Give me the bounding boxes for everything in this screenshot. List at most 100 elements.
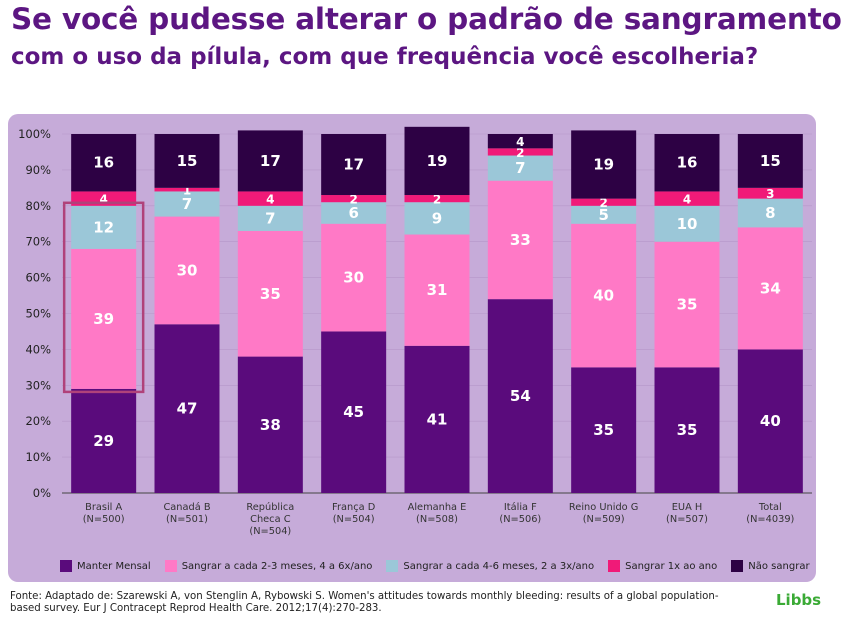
brand-logo: Libbs bbox=[776, 591, 822, 609]
bar-value-label: 2 bbox=[349, 193, 357, 207]
bar-segment bbox=[71, 205, 137, 249]
bar-segment bbox=[737, 187, 803, 199]
legend-item: Sangrar a cada 2-3 meses, 4 a 6x/ano bbox=[164, 560, 373, 572]
legend-swatch bbox=[60, 560, 72, 572]
legend-swatch bbox=[608, 560, 621, 572]
bar-value-label: 9 bbox=[432, 209, 442, 227]
x-category-n-label: (N=504) bbox=[333, 514, 375, 525]
bar-value-label: 4 bbox=[683, 193, 691, 207]
bar-value-label: 4 bbox=[99, 193, 107, 207]
bar-value-label: 47 bbox=[177, 400, 198, 418]
bar-segment bbox=[154, 216, 220, 325]
title-line2-highlight: frequência bbox=[396, 44, 536, 70]
bar-segment bbox=[237, 130, 303, 192]
bar-value-label: 30 bbox=[343, 269, 364, 287]
legend-label: Não sangrar bbox=[748, 560, 810, 572]
bar-segment bbox=[237, 356, 303, 493]
legend-swatch bbox=[164, 560, 177, 572]
bar-segment bbox=[154, 324, 220, 493]
x-category-n-label: (N=508) bbox=[416, 514, 458, 525]
bar-value-label: 35 bbox=[593, 421, 614, 439]
title-line2-pre: com o uso da pílula, com que bbox=[11, 44, 397, 70]
bar-value-label: 35 bbox=[677, 421, 698, 439]
bar-segment bbox=[487, 155, 553, 181]
x-category-n-label: (N=500) bbox=[83, 514, 125, 525]
legend-label: Manter Mensal bbox=[77, 560, 151, 572]
bar-value-label: 17 bbox=[343, 156, 364, 174]
bar-value-label: 2 bbox=[516, 146, 524, 160]
bar-value-label: 17 bbox=[260, 152, 281, 170]
bar-segment bbox=[487, 180, 553, 300]
x-category-label: Canadá B bbox=[163, 501, 210, 513]
bar-segment bbox=[737, 349, 803, 493]
y-tick-label: 20% bbox=[25, 414, 51, 428]
y-tick-label: 60% bbox=[25, 271, 51, 285]
y-tick-label: 10% bbox=[25, 450, 51, 464]
bar-segment bbox=[487, 134, 553, 149]
bar-segment bbox=[487, 299, 553, 493]
bar-segment bbox=[321, 202, 387, 224]
y-tick-label: 70% bbox=[25, 235, 51, 249]
bar-segment bbox=[71, 248, 137, 389]
legend-item: Não sangrar bbox=[731, 560, 810, 572]
bar-segment bbox=[404, 345, 470, 493]
bar-value-label: 15 bbox=[760, 152, 781, 170]
bar-value-label: 12 bbox=[93, 218, 114, 236]
y-tick-label: 30% bbox=[25, 378, 51, 392]
bar-segment bbox=[654, 241, 720, 368]
x-category-label: Itália F bbox=[504, 501, 537, 513]
bar-value-label: 19 bbox=[593, 156, 614, 174]
bar-value-label: 54 bbox=[510, 387, 531, 405]
bar-segment bbox=[654, 191, 720, 206]
bar-segment bbox=[571, 223, 637, 368]
bar-segment bbox=[737, 134, 803, 188]
bar-segment bbox=[237, 191, 303, 206]
bar-segment bbox=[571, 367, 637, 493]
source-citation: Fonte: Adaptado de: Szarewski A, von Ste… bbox=[10, 591, 719, 614]
bar-segment bbox=[237, 205, 303, 231]
bar-value-label: 16 bbox=[677, 154, 698, 172]
bar-value-label: 31 bbox=[427, 281, 448, 299]
x-category-label: Reino Unido G bbox=[569, 502, 638, 513]
chart-title-line2: com o uso da pílula, com que frequência … bbox=[11, 44, 758, 70]
bar-value-label: 33 bbox=[510, 231, 531, 249]
bar-value-label: 7 bbox=[515, 159, 525, 177]
x-category-n-label: (N=506) bbox=[499, 514, 541, 525]
bar-segment bbox=[154, 187, 220, 192]
bar-value-label: 41 bbox=[427, 410, 448, 428]
x-category-n-label: (N=509) bbox=[583, 514, 625, 525]
bar-value-label: 16 bbox=[93, 154, 114, 172]
y-tick-label: 80% bbox=[25, 199, 51, 213]
y-tick-label: 40% bbox=[25, 342, 51, 356]
x-category-label: República bbox=[246, 501, 294, 513]
bar-value-label: 3 bbox=[766, 187, 774, 201]
bar-value-label: 40 bbox=[593, 287, 614, 305]
bar-value-label: 2 bbox=[433, 193, 441, 207]
bar-value-label: 5 bbox=[598, 206, 608, 224]
bar-segment bbox=[404, 126, 470, 196]
x-category-n-label: (N=504) bbox=[249, 526, 291, 537]
bar-value-label: 39 bbox=[93, 310, 114, 328]
x-category-n-label: (N=507) bbox=[666, 514, 708, 525]
bar-value-label: 29 bbox=[93, 432, 114, 450]
bar-segment bbox=[654, 134, 720, 192]
x-category-label: Checa C bbox=[250, 514, 291, 525]
bar-value-label: 35 bbox=[677, 296, 698, 314]
x-category-label: França D bbox=[332, 502, 375, 513]
x-category-label: Alemanha E bbox=[408, 502, 467, 513]
chart-legend: Manter Mensal Sangrar a cada 2-3 meses, 4… bbox=[60, 556, 824, 576]
bar-value-label: 40 bbox=[760, 412, 781, 430]
legend-label: Sangrar 1x ao ano bbox=[625, 560, 718, 572]
bar-value-label: 6 bbox=[348, 204, 358, 222]
highlight-box bbox=[62, 201, 145, 394]
bar-segment bbox=[571, 205, 637, 224]
chart-title-line1: Se você pudesse alterar o padrão de sang… bbox=[11, 2, 842, 36]
bar-value-label: 7 bbox=[182, 195, 192, 213]
bar-segment bbox=[404, 202, 470, 235]
legend-label: Sangrar a cada 2-3 meses, 4 a 6x/ano bbox=[181, 560, 373, 572]
bar-segment bbox=[737, 227, 803, 350]
legend-item: Sangrar 1x ao ano bbox=[608, 560, 717, 572]
x-category-label: Brasil A bbox=[85, 502, 122, 513]
bar-value-label: 8 bbox=[765, 204, 775, 222]
